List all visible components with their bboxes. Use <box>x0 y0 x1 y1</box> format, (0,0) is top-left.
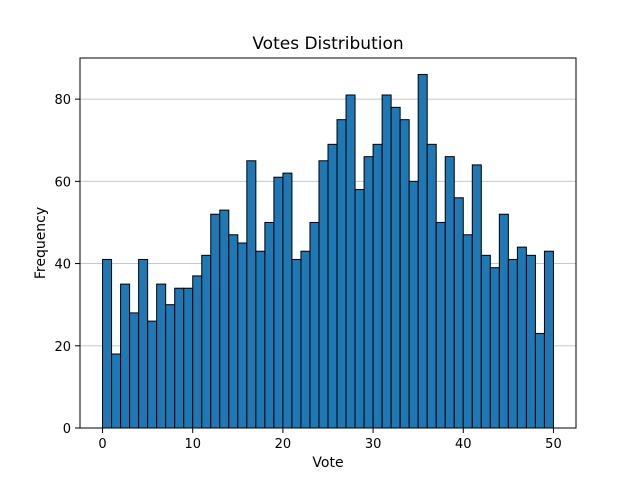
histogram-bar <box>498 213 509 429</box>
histogram-bar <box>534 332 545 429</box>
y-axis-label: Frequency <box>33 207 49 279</box>
x-tick-label: 40 <box>455 437 472 452</box>
histogram-bar <box>426 143 437 429</box>
x-axis-ticks: 0 10 20 30 40 50 <box>98 428 562 452</box>
histogram-bar <box>471 164 482 429</box>
histogram-bar <box>255 250 266 429</box>
x-axis-label: Vote <box>312 455 343 471</box>
histogram-bar <box>147 320 158 429</box>
y-tick-label: 80 <box>54 93 71 108</box>
histogram-bar <box>165 304 176 429</box>
histogram-bar <box>480 254 491 429</box>
histogram-bar <box>264 221 275 429</box>
histogram-bar <box>462 234 473 429</box>
histogram-bar <box>300 250 311 429</box>
histogram-bar <box>327 143 338 429</box>
histogram-bar <box>336 119 347 429</box>
histogram-bars <box>102 73 554 429</box>
histogram-bar <box>282 172 293 429</box>
histogram-bar <box>525 254 536 429</box>
histogram-bar <box>507 258 518 429</box>
histogram-bar <box>237 242 248 429</box>
histogram-bar <box>516 246 527 429</box>
histogram-bar <box>291 258 302 429</box>
histogram-bar <box>192 275 203 429</box>
x-tick-label: 50 <box>545 437 562 452</box>
histogram-bar <box>453 197 464 429</box>
chart-title: Votes Distribution <box>252 34 403 54</box>
histogram-bar <box>129 312 140 429</box>
histogram-bar <box>417 73 428 429</box>
histogram-bar <box>156 283 167 429</box>
histogram-bar <box>183 287 194 429</box>
histogram-bar <box>228 234 239 429</box>
plot-frame <box>79 57 577 429</box>
y-tick-label: 60 <box>54 175 71 190</box>
histogram-bar <box>102 258 113 429</box>
histogram-bar <box>408 180 419 429</box>
y-tick-label: 20 <box>54 340 71 355</box>
histogram-bar <box>372 143 383 429</box>
x-tick-label: 20 <box>275 437 292 452</box>
x-tick-label: 30 <box>365 437 382 452</box>
histogram-bar <box>345 94 356 429</box>
histogram-bar <box>273 176 284 429</box>
histogram-bar <box>435 221 446 429</box>
histogram-bar <box>309 221 320 429</box>
histogram-bar <box>210 213 221 429</box>
histogram-bar <box>363 156 374 429</box>
histogram-bar <box>219 209 230 429</box>
y-tick-label: 40 <box>54 258 71 273</box>
histogram-bar <box>399 119 410 429</box>
x-tick-label: 0 <box>98 437 106 452</box>
histogram-bar <box>444 156 455 429</box>
histogram-bar <box>111 353 122 429</box>
histogram-bar <box>354 189 365 429</box>
y-tick-label: 0 <box>63 422 71 437</box>
x-tick-label: 10 <box>184 437 201 452</box>
histogram-bar <box>543 250 554 429</box>
histogram-bar <box>381 94 392 429</box>
histogram-bar <box>390 106 401 429</box>
y-axis-ticks: 0 20 40 60 80 <box>54 93 80 437</box>
histogram-bar <box>489 267 500 429</box>
histogram-bar <box>318 160 329 429</box>
histogram-bar <box>201 254 212 429</box>
histogram-bar <box>120 283 131 429</box>
histogram-bar <box>174 287 185 429</box>
histogram-bar <box>138 258 149 429</box>
histogram-bar <box>246 160 257 429</box>
